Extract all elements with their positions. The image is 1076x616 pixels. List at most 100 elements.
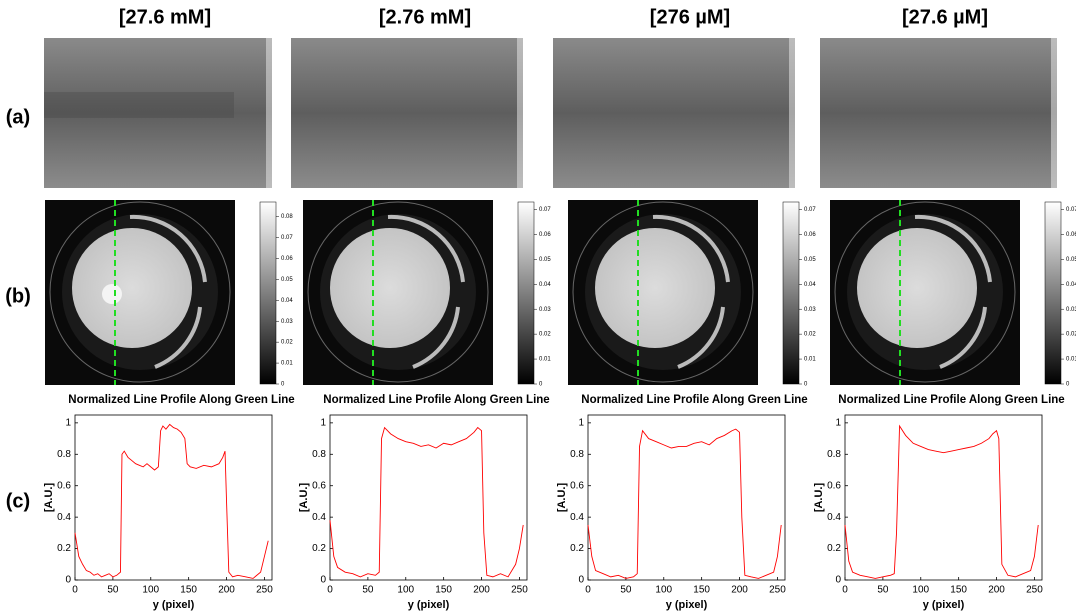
x-tick-label: 150: [693, 585, 710, 596]
ct-spot: [102, 284, 122, 304]
y-tick-label: 0: [320, 575, 326, 586]
y-tick-label: 0: [835, 575, 841, 586]
x-tick-label: 0: [72, 585, 78, 596]
y-tick-label: 0.2: [312, 543, 326, 554]
colorbar-tick-label: 0.02: [539, 332, 551, 338]
y-tick-label: 0.2: [827, 543, 841, 554]
colorbar-tick-label: 0: [804, 382, 808, 388]
colorbar: [517, 201, 535, 385]
ct-arc: [939, 306, 987, 369]
y-axis-label: [A.U.]: [556, 483, 568, 513]
colorbar-tick-label: 0.04: [804, 282, 816, 288]
row-label: (b): [5, 285, 31, 307]
x-tick-label: 100: [655, 585, 672, 596]
y-tick-label: 1: [578, 417, 584, 428]
y-tick-label: 0.6: [827, 480, 841, 491]
y-tick-label: 1: [65, 417, 71, 428]
colorbar: [1044, 201, 1062, 385]
x-tick-label: 50: [362, 585, 374, 596]
profile-curve: [587, 428, 782, 579]
ct-ring: [49, 201, 231, 383]
y-tick-label: 0.2: [57, 543, 71, 554]
x-axis-label: y (pixel): [153, 599, 195, 611]
y-tick-label: 0.6: [312, 480, 326, 491]
colorbar-tick-label: 0.07: [804, 207, 816, 213]
projection-image: [553, 38, 795, 188]
x-axis-label: y (pixel): [408, 599, 450, 611]
row-label: (c): [6, 490, 30, 512]
colorbar-tick-label: 0.04: [539, 282, 551, 288]
y-tick-label: 0.8: [827, 449, 841, 460]
y-tick-label: 0.4: [827, 512, 841, 523]
x-tick-label: 200: [731, 585, 748, 596]
y-axis-label: [A.U.]: [43, 483, 55, 513]
x-tick-label: 250: [256, 585, 273, 596]
colorbar-tick-label: 0.01: [281, 361, 293, 367]
colorbar-tick-label: 0.03: [281, 319, 293, 325]
x-tick-label: 50: [107, 585, 119, 596]
y-tick-label: 0.4: [570, 512, 584, 523]
y-tick-label: 0.6: [570, 480, 584, 491]
colorbar-tick-label: 0.01: [1066, 357, 1076, 363]
colorbar-tick-label: 0.06: [1066, 232, 1076, 238]
plot-frame: [587, 414, 786, 581]
colorbar-tick-label: 0.04: [281, 298, 293, 304]
projection-edge: [517, 38, 523, 188]
projection-edge: [266, 38, 272, 188]
projection-edge: [789, 38, 795, 188]
colorbar-tick-label: 0.06: [281, 256, 293, 262]
x-axis-label: y (pixel): [923, 599, 965, 611]
x-axis-label: y (pixel): [666, 599, 708, 611]
y-tick-label: 0.4: [57, 512, 71, 523]
x-tick-label: 250: [511, 585, 528, 596]
colorbar-tick-label: 0.05: [804, 257, 816, 263]
x-tick-label: 150: [435, 585, 452, 596]
colorbar-tick-label: 0.05: [539, 257, 551, 263]
plot-frame: [844, 414, 1043, 581]
colorbar-tick-label: 0.01: [804, 357, 816, 363]
colorbar-tick-label: 0: [1066, 382, 1070, 388]
colorbar: [782, 201, 800, 385]
y-tick-label: 1: [320, 417, 326, 428]
ct-arc: [677, 306, 725, 369]
y-tick-label: 0.2: [570, 543, 584, 554]
ct-arc: [154, 306, 202, 369]
ct-arc: [412, 306, 460, 369]
row-label: (a): [6, 106, 30, 128]
y-tick-label: 1: [835, 417, 841, 428]
profile-curve: [844, 424, 1039, 579]
x-tick-label: 50: [620, 585, 632, 596]
y-tick-label: 0.8: [57, 449, 71, 460]
colorbar-tick-label: 0.06: [539, 232, 551, 238]
projection-image: [291, 38, 523, 188]
chart-title: Normalized Line Profile Along Green Line: [838, 394, 1064, 406]
ct-disc: [857, 228, 977, 348]
colorbar-tick-label: 0: [281, 382, 285, 388]
colorbar-tick-label: 0.02: [1066, 332, 1076, 338]
y-tick-label: 0.8: [312, 449, 326, 460]
x-tick-label: 250: [769, 585, 786, 596]
colorbar-tick-label: 0.02: [281, 340, 293, 346]
ct-ring: [834, 201, 1016, 383]
x-tick-label: 0: [842, 585, 848, 596]
colorbar-tick-label: 0: [539, 382, 543, 388]
ct-ring: [572, 201, 754, 383]
ct-disc: [595, 228, 715, 348]
x-tick-label: 200: [218, 585, 235, 596]
y-tick-label: 0.6: [57, 480, 71, 491]
plot-frame: [74, 414, 273, 581]
colorbar-tick-label: 0.05: [1066, 257, 1076, 263]
profile-curve: [329, 426, 524, 578]
ct-disc: [330, 228, 450, 348]
y-tick-label: 0.8: [570, 449, 584, 460]
chart-title: Normalized Line Profile Along Green Line: [323, 394, 549, 406]
projection-image: [820, 38, 1057, 188]
x-tick-label: 0: [585, 585, 591, 596]
x-tick-label: 150: [180, 585, 197, 596]
column-title: [2.76 mM]: [379, 6, 471, 28]
x-tick-label: 50: [877, 585, 889, 596]
projection-image: [44, 38, 272, 188]
colorbar-tick-label: 0.07: [1066, 207, 1076, 213]
x-tick-label: 200: [473, 585, 490, 596]
